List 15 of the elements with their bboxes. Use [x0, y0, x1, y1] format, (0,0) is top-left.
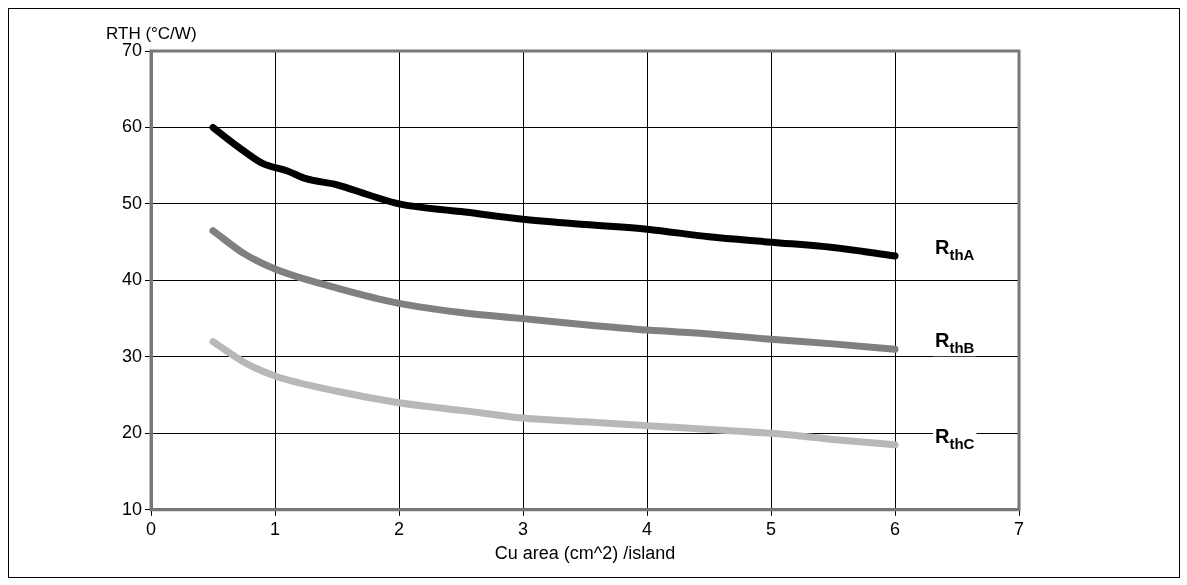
y-tick-label: 30	[121, 345, 143, 366]
x-tick-label: 4	[642, 518, 653, 539]
x-tick-label: 0	[146, 518, 157, 539]
x-axis-title: Cu area (cm^2) /island	[494, 543, 676, 564]
x-tick-label: 6	[890, 518, 901, 539]
y-tick-label: 50	[121, 192, 143, 213]
x-tick-label: 1	[270, 518, 281, 539]
x-tick-label: 7	[1013, 518, 1025, 539]
y-tick-label: 10	[121, 498, 143, 519]
y-tick-label: 20	[121, 422, 143, 443]
y-tick-label: 60	[121, 116, 143, 137]
x-tick-label: 5	[766, 518, 777, 539]
x-tick-label: 2	[394, 518, 405, 539]
x-tick-label: 3	[518, 518, 529, 539]
y-tick-label: 40	[121, 269, 143, 290]
